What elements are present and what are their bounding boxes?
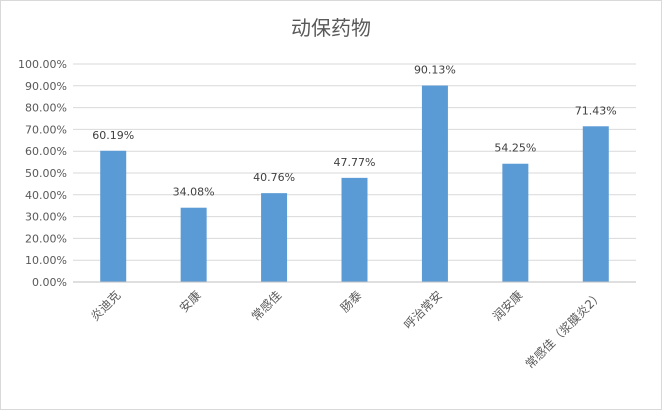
x-tick-label: 呼治常安 xyxy=(400,288,445,333)
y-tick-label: 100.00% xyxy=(18,58,67,71)
x-tick-label: 润安康 xyxy=(489,288,525,324)
x-tick-label: 炎迪克 xyxy=(88,288,123,323)
y-tick-label: 70.00% xyxy=(25,123,67,136)
x-tick-label: 安康 xyxy=(176,288,204,316)
data-label: 40.76% xyxy=(253,171,295,184)
y-tick-label: 60.00% xyxy=(25,145,67,158)
y-tick-label: 90.00% xyxy=(25,80,67,93)
y-tick-label: 10.00% xyxy=(25,254,67,267)
bar xyxy=(261,193,288,282)
data-label: 71.43% xyxy=(575,104,617,117)
y-tick-label: 0.00% xyxy=(32,276,67,289)
y-tick-label: 20.00% xyxy=(25,232,67,245)
x-tick-label: 肠泰 xyxy=(338,288,365,315)
y-tick-label: 40.00% xyxy=(25,189,67,202)
x-tick-label: 常感佳（浆膜炎2） xyxy=(522,288,606,372)
bar xyxy=(100,150,127,282)
bar xyxy=(421,85,448,282)
y-axis: 0.00% 10.00% 20.00% 30.00% 40.00% 50.00% 60.00… xyxy=(18,58,67,289)
x-tick-label: 常感佳 xyxy=(248,288,284,324)
bar xyxy=(582,126,609,283)
y-tick-label: 30.00% xyxy=(25,211,67,224)
data-labels: 60.19% 34.08% 40.76% 47.77% 90.13% 54.25% 71.4… xyxy=(92,64,617,199)
bar xyxy=(180,207,207,282)
data-label: 47.77% xyxy=(334,156,376,169)
bar xyxy=(341,177,368,282)
y-tick-label: 50.00% xyxy=(25,167,67,180)
y-tick-label: 80.00% xyxy=(25,102,67,115)
bar-series xyxy=(100,85,609,283)
data-label: 90.13% xyxy=(414,64,456,77)
data-label: 34.08% xyxy=(173,186,215,199)
bar xyxy=(502,163,529,282)
chart-title: 动保药物 xyxy=(291,16,371,40)
data-label: 54.25% xyxy=(494,142,536,155)
data-label: 60.19% xyxy=(92,129,134,142)
